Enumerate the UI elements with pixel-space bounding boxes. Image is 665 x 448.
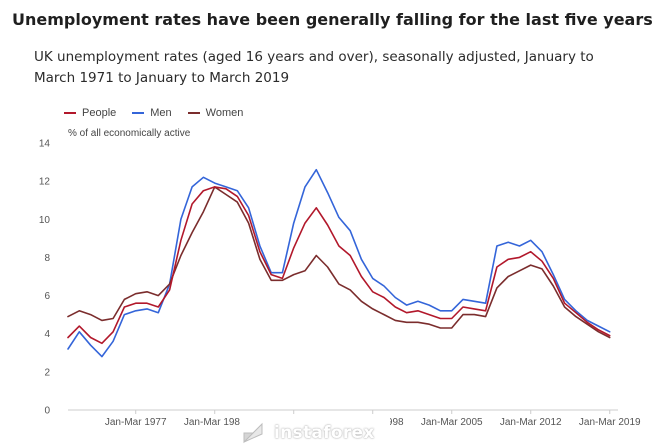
watermark: instaforex bbox=[240, 418, 390, 448]
watermark-text: instaforex bbox=[274, 423, 375, 443]
y-tick-label: 4 bbox=[44, 329, 50, 340]
chart-subtitle: UK unemployment rates (aged 16 years and… bbox=[34, 49, 594, 86]
legend-item-women: Women bbox=[187, 107, 244, 119]
instaforex-logo-icon bbox=[243, 422, 263, 444]
x-tick-label: Jan-Mar 2019 bbox=[579, 417, 641, 428]
chart-title: Unemployment rates have been generally f… bbox=[12, 10, 653, 29]
x-tick-label: Jan-Mar 2005 bbox=[421, 417, 483, 428]
legend-item-men: Men bbox=[132, 107, 172, 119]
x-tick-label: Jan-Mar 1977 bbox=[105, 417, 167, 428]
chart-legend: People Men Women bbox=[64, 107, 243, 119]
series-line-people bbox=[67, 186, 611, 345]
x-tick-label: Jan-Mar 1984 bbox=[184, 417, 246, 428]
y-tick-label: 0 bbox=[44, 406, 50, 417]
legend-label-men: Men bbox=[150, 107, 172, 119]
y-tick-label: 14 bbox=[39, 139, 51, 150]
y-axis-label: % of all economically active bbox=[68, 128, 191, 139]
legend-swatch-men bbox=[132, 112, 145, 114]
legend-label-people: People bbox=[82, 107, 117, 119]
legend-swatch-people bbox=[64, 112, 76, 114]
y-tick-label: 6 bbox=[44, 291, 50, 302]
legend-item-people: People bbox=[64, 107, 116, 119]
y-tick-label: 2 bbox=[44, 367, 50, 378]
y-tick-label: 10 bbox=[39, 215, 51, 226]
series-line-men bbox=[67, 168, 611, 358]
y-tick-label: 8 bbox=[44, 253, 50, 264]
y-tick-label: 12 bbox=[39, 177, 51, 188]
legend-label-women: Women bbox=[205, 107, 244, 119]
series-line-women bbox=[67, 186, 611, 339]
x-tick-label: Jan-Mar 2012 bbox=[500, 417, 562, 428]
legend-swatch-women bbox=[187, 112, 200, 114]
